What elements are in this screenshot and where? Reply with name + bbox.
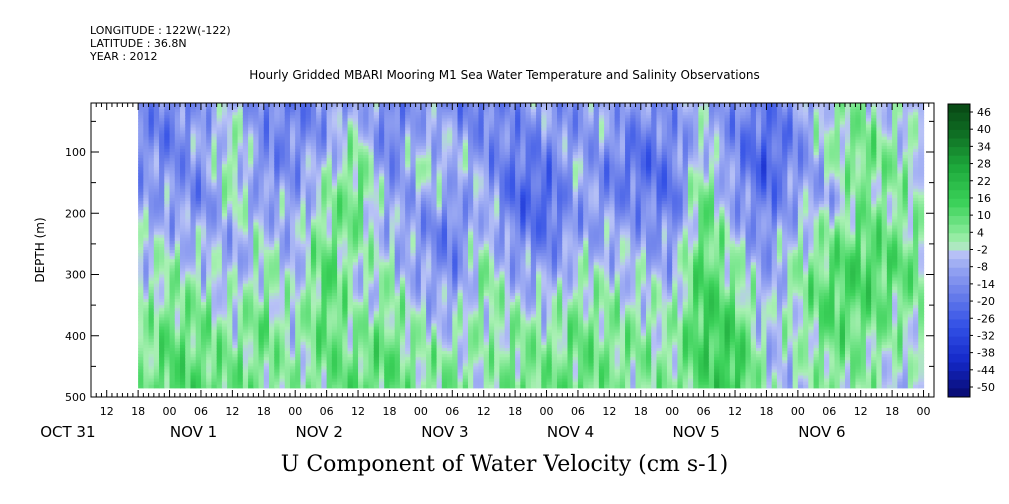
colorbar-swatch: [948, 173, 970, 182]
colorbar-label: 46: [977, 106, 991, 119]
colorbar-swatch: [948, 182, 970, 191]
x-hour-tick-label: 00: [791, 405, 805, 418]
x-hour-tick-label: 06: [571, 405, 585, 418]
colorbar-swatch: [948, 216, 970, 225]
y-tick-label: 200: [65, 207, 86, 220]
colorbar-swatch: [948, 268, 970, 277]
x-date-label: NOV 3: [421, 423, 468, 441]
x-date-label: OCT 31: [40, 423, 95, 441]
x-hour-tick-label: 18: [508, 405, 522, 418]
colorbar-swatch: [948, 251, 970, 260]
colorbar-swatch: [948, 156, 970, 165]
x-hour-tick-label: 00: [163, 405, 177, 418]
colorbar-swatch: [948, 104, 970, 113]
colorbar-label: -38: [977, 347, 995, 360]
colorbar-swatch: [948, 113, 970, 122]
y-axis-title: DEPTH (m): [33, 217, 47, 282]
x-hour-tick-label: 12: [728, 405, 742, 418]
colorbar-label: 28: [977, 158, 991, 171]
colorbar-label: -20: [977, 295, 995, 308]
x-hour-tick-label: 12: [854, 405, 868, 418]
colorbar-label: -32: [977, 329, 995, 342]
x-hour-tick-label: 06: [194, 405, 208, 418]
x-date-label: NOV 4: [547, 423, 594, 441]
colorbar-swatch: [948, 276, 970, 285]
colorbar-swatch: [948, 371, 970, 380]
colorbar-swatch: [948, 319, 970, 328]
x-hour-tick-label: 12: [225, 405, 239, 418]
colorbar-label: -14: [977, 278, 995, 291]
colorbar-swatch: [948, 190, 970, 199]
y-tick-label: 300: [65, 269, 86, 282]
x-hour-tick-label: 06: [697, 405, 711, 418]
x-hour-tick-label: 18: [382, 405, 396, 418]
colorbar-swatch: [948, 147, 970, 156]
x-hour-tick-label: 06: [445, 405, 459, 418]
colorbar-label: -8: [977, 261, 988, 274]
x-date-label: NOV 2: [296, 423, 343, 441]
x-hour-tick-label: 12: [351, 405, 365, 418]
colorbar-label: -44: [977, 364, 995, 377]
colorbar-label: 22: [977, 175, 991, 188]
colorbar-swatch: [948, 363, 970, 372]
colorbar-swatch: [948, 328, 970, 337]
colorbar-label: -2: [977, 244, 988, 257]
colorbar-swatch: [948, 242, 970, 251]
colorbar-swatch: [948, 121, 970, 130]
x-hour-tick-label: 06: [822, 405, 836, 418]
x-axis-title: U Component of Water Velocity (cm s-1): [0, 452, 1009, 477]
x-hour-tick-label: 18: [885, 405, 899, 418]
colorbar-swatch: [948, 199, 970, 208]
x-hour-tick-label: 12: [602, 405, 616, 418]
x-date-label: NOV 5: [673, 423, 720, 441]
colorbar-swatch: [948, 354, 970, 363]
colorbar-label: 40: [977, 123, 991, 136]
x-date-label: NOV 1: [170, 423, 217, 441]
colorbar-swatch: [948, 380, 970, 389]
x-hour-tick-label: 18: [759, 405, 773, 418]
colorbar-swatch: [948, 259, 970, 268]
x-hour-tick-label: 12: [100, 405, 114, 418]
colorbar-label: 4: [977, 226, 984, 239]
y-tick-label: 400: [65, 330, 86, 343]
colorbar-label: -26: [977, 312, 995, 325]
x-hour-tick-label: 18: [634, 405, 648, 418]
x-hour-tick-label: 12: [477, 405, 491, 418]
colorbar-swatch: [948, 388, 970, 397]
x-hour-tick-label: 00: [414, 405, 428, 418]
x-date-label: NOV 6: [798, 423, 845, 441]
colorbar-swatch: [948, 233, 970, 242]
colorbar-label: -50: [977, 381, 995, 394]
x-hour-tick-label: 18: [131, 405, 145, 418]
colorbar: [948, 104, 970, 398]
colorbar-swatch: [948, 337, 970, 346]
x-hour-tick-label: 00: [665, 405, 679, 418]
x-hour-tick-label: 06: [320, 405, 334, 418]
colorbar-swatch: [948, 164, 970, 173]
colorbar-swatch: [948, 294, 970, 303]
x-hour-tick-label: 18: [257, 405, 271, 418]
colorbar-swatch: [948, 285, 970, 294]
colorbar-swatch: [948, 311, 970, 320]
y-tick-label: 100: [65, 146, 86, 159]
heatmap-field: [138, 103, 924, 388]
colorbar-label: 16: [977, 192, 991, 205]
colorbar-label: 10: [977, 209, 991, 222]
colorbar-swatch: [948, 138, 970, 147]
colorbar-swatch: [948, 302, 970, 311]
y-tick-label: 500: [65, 391, 86, 404]
colorbar-swatch: [948, 207, 970, 216]
x-hour-tick-label: 00: [917, 405, 931, 418]
colorbar-label: 34: [977, 140, 991, 153]
colorbar-swatch: [948, 130, 970, 139]
x-hour-tick-label: 00: [540, 405, 554, 418]
x-hour-tick-label: 00: [288, 405, 302, 418]
colorbar-swatch: [948, 345, 970, 354]
colorbar-swatch: [948, 225, 970, 234]
